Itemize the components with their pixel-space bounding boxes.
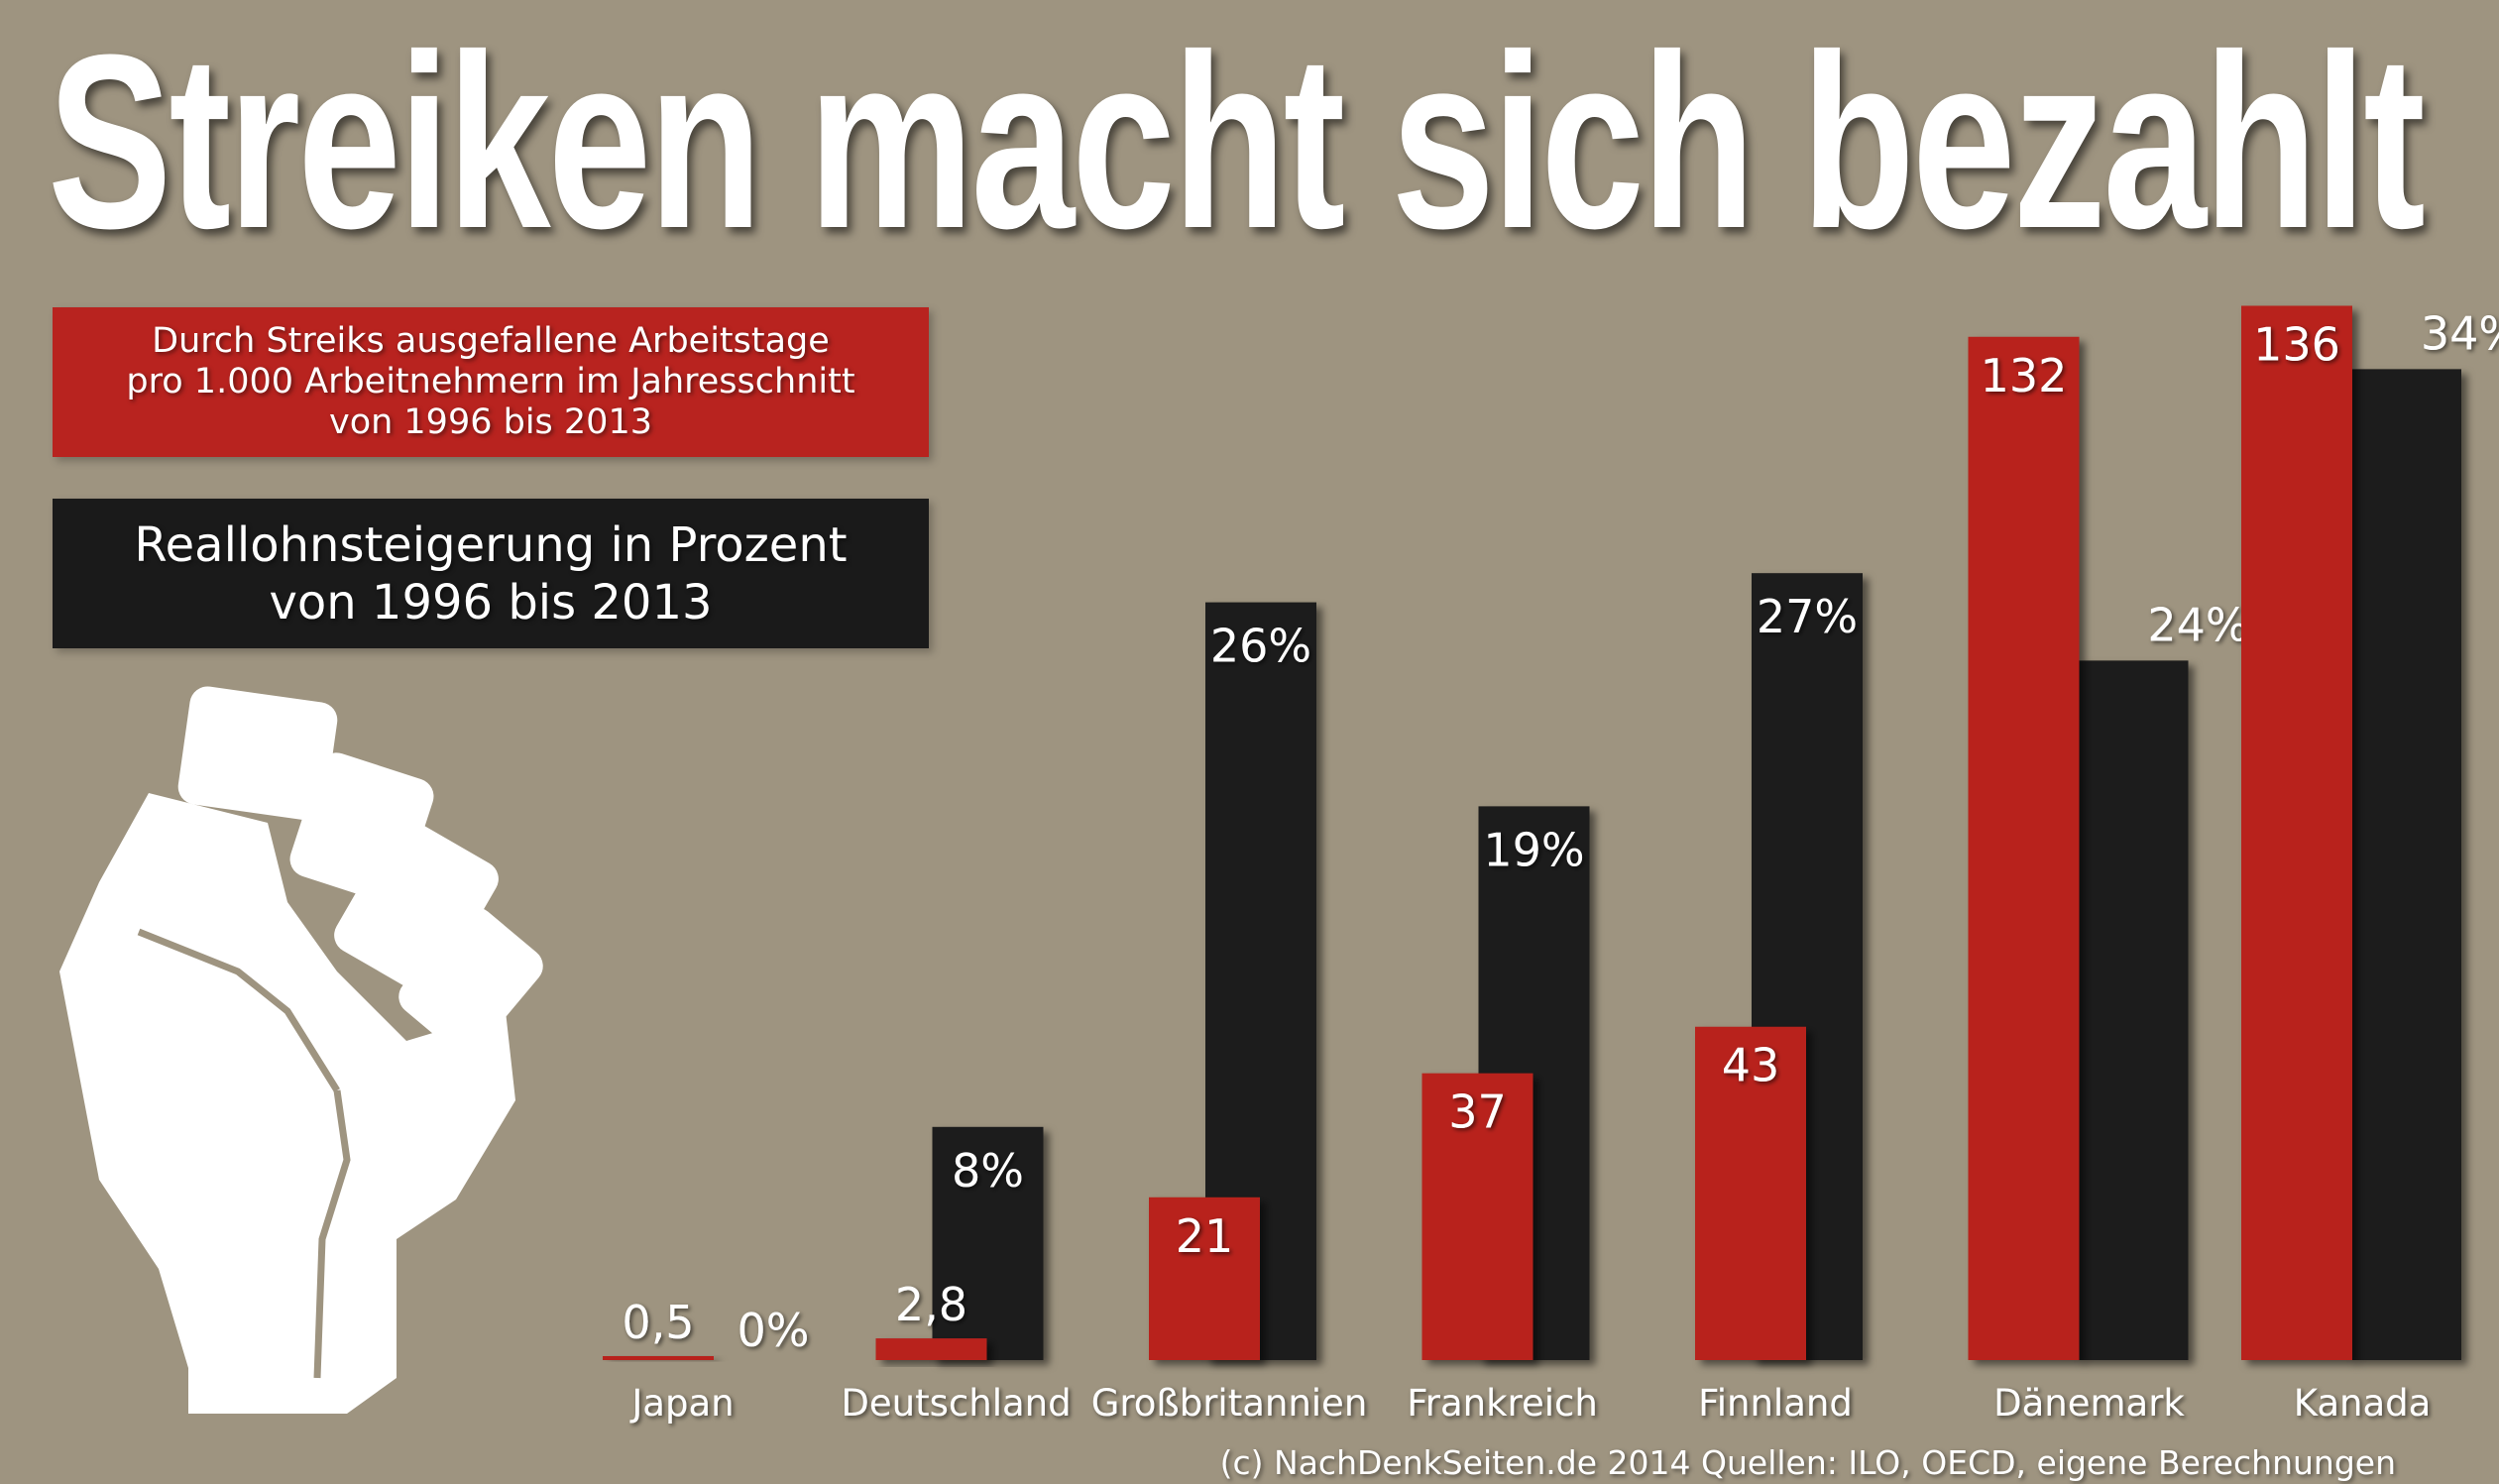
data-label-real-wage: 34%: [2421, 306, 2499, 360]
legend-strike-days: Durch Streiks ausgefallene Arbeitstage p…: [53, 307, 929, 457]
legend-text: Durch Streiks ausgefallene Arbeitstage: [152, 321, 830, 361]
data-label-strike-days: 132: [1981, 349, 2068, 402]
category-label: Großbritannien: [1091, 1382, 1368, 1425]
legend-text: von 1996 bis 2013: [328, 402, 652, 442]
data-label-strike-days: 21: [1176, 1209, 1234, 1263]
data-label-real-wage: 0%: [738, 1304, 810, 1357]
data-label-real-wage: 24%: [2147, 598, 2248, 651]
bar-strike-days: [1968, 336, 2080, 1360]
legend-text: pro 1.000 Arbeitnehmern im Jahresschnitt: [126, 362, 855, 401]
data-label-real-wage: 26%: [1210, 620, 1311, 673]
legend-real-wage: Reallohnsteigerung in Prozent von 1996 b…: [53, 499, 929, 648]
bar-strike-days: [1695, 1026, 1806, 1360]
data-label-strike-days: 0,5: [622, 1296, 694, 1349]
data-label-strike-days: 136: [2253, 317, 2340, 371]
category-label: Deutschland: [841, 1382, 1071, 1425]
data-label-real-wage: 27%: [1757, 590, 1858, 643]
legend-text: Reallohnsteigerung in Prozent: [134, 516, 848, 573]
legend-text: von 1996 bis 2013: [269, 574, 713, 630]
bar-strike-days: [603, 1356, 714, 1360]
category-label: Dänemark: [1993, 1382, 2185, 1425]
page-title: Streiken macht sich bezahlt: [48, 3, 2426, 280]
bar-real-wage: [2077, 660, 2189, 1360]
data-label-real-wage: 19%: [1483, 823, 1584, 876]
data-label-strike-days: 43: [1722, 1039, 1780, 1092]
raised-fist-icon: [59, 686, 543, 1414]
category-label: Kanada: [2294, 1382, 2432, 1425]
bar-strike-days: [875, 1338, 987, 1360]
category-label: Japan: [629, 1382, 734, 1425]
bar-real-wage: [2350, 369, 2461, 1360]
data-label-real-wage: 8%: [952, 1144, 1024, 1198]
data-label-strike-days: 2,8: [895, 1278, 967, 1331]
category-label: Finnland: [1698, 1382, 1853, 1425]
source-footer: (c) NachDenkSeiten.de 2014 Quellen: ILO,…: [1219, 1443, 2396, 1482]
bar-strike-days: [1149, 1197, 1260, 1360]
bar-strike-days: [1421, 1073, 1533, 1360]
data-label-strike-days: 37: [1448, 1085, 1507, 1139]
bar-real-wage: [932, 1126, 1044, 1360]
bar-strike-days: [2241, 305, 2352, 1361]
category-label: Frankreich: [1407, 1382, 1598, 1425]
